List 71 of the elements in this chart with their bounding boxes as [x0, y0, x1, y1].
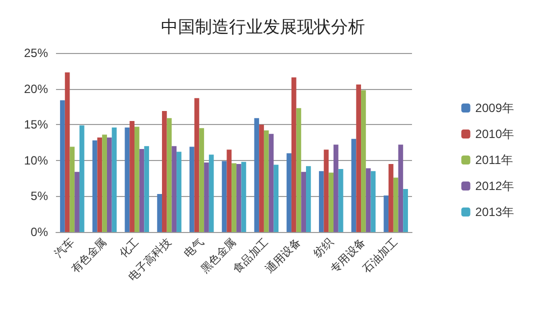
bar	[232, 163, 236, 232]
legend-label: 2013年	[475, 205, 514, 219]
bar	[254, 118, 260, 232]
y-tick-label: 0%	[30, 225, 48, 239]
bar	[306, 166, 311, 232]
bar	[134, 126, 140, 232]
x-tick-label: 电气	[181, 235, 206, 260]
bar	[268, 134, 274, 232]
bar	[318, 171, 324, 232]
legend-label: 2010年	[475, 127, 514, 141]
bar	[384, 195, 389, 232]
bar	[301, 172, 306, 232]
bar	[79, 125, 84, 232]
bar	[208, 154, 214, 232]
bar	[139, 148, 144, 232]
chart-title: 中国制造行业发展现状分析	[161, 18, 365, 38]
bar	[190, 146, 194, 232]
bar	[393, 178, 398, 232]
bar	[286, 153, 292, 232]
bar	[102, 134, 107, 232]
bar	[199, 128, 204, 232]
bar	[388, 164, 394, 232]
x-tick-label: 汽车	[52, 235, 77, 260]
bar	[124, 127, 130, 232]
bar	[130, 121, 134, 232]
bar	[106, 137, 112, 232]
bar	[144, 146, 150, 232]
bar	[74, 172, 80, 232]
bar	[334, 144, 338, 232]
bar	[259, 124, 264, 232]
bar	[356, 84, 362, 232]
bar	[92, 140, 98, 232]
legend-label: 2012年	[475, 179, 514, 193]
bar	[328, 172, 334, 232]
bar	[97, 137, 102, 232]
bar	[204, 162, 209, 232]
bar	[172, 146, 177, 232]
bar	[370, 171, 376, 232]
bar	[291, 77, 296, 232]
bar	[162, 110, 167, 232]
bar	[338, 168, 344, 232]
bar	[236, 164, 242, 232]
bar	[60, 100, 65, 232]
bar	[366, 168, 371, 232]
bar	[226, 150, 232, 232]
bar	[176, 152, 182, 232]
bar	[166, 118, 172, 232]
bar	[194, 98, 200, 232]
bar	[351, 138, 356, 232]
bar	[324, 150, 329, 232]
bar	[398, 144, 404, 232]
bar	[361, 90, 366, 232]
y-tick-label: 10%	[24, 153, 48, 168]
bar	[70, 146, 75, 232]
y-tick-label: 15%	[24, 118, 48, 132]
legend-label: 2009年	[475, 101, 514, 115]
bar	[222, 161, 227, 232]
bar	[264, 130, 269, 232]
bar	[296, 108, 302, 232]
legend-label: 2011年	[475, 153, 514, 167]
y-tick-label: 20%	[24, 82, 48, 96]
x-tick-label: 纺织	[310, 235, 336, 260]
bar	[274, 164, 278, 232]
bar	[157, 194, 162, 232]
y-tick-label: 5%	[30, 189, 48, 204]
bar	[64, 72, 70, 232]
bar	[241, 162, 246, 232]
bar	[112, 127, 117, 232]
y-tick-label: 25%	[24, 46, 48, 60]
x-tick-label: 化工	[116, 235, 142, 260]
bar	[403, 189, 408, 232]
